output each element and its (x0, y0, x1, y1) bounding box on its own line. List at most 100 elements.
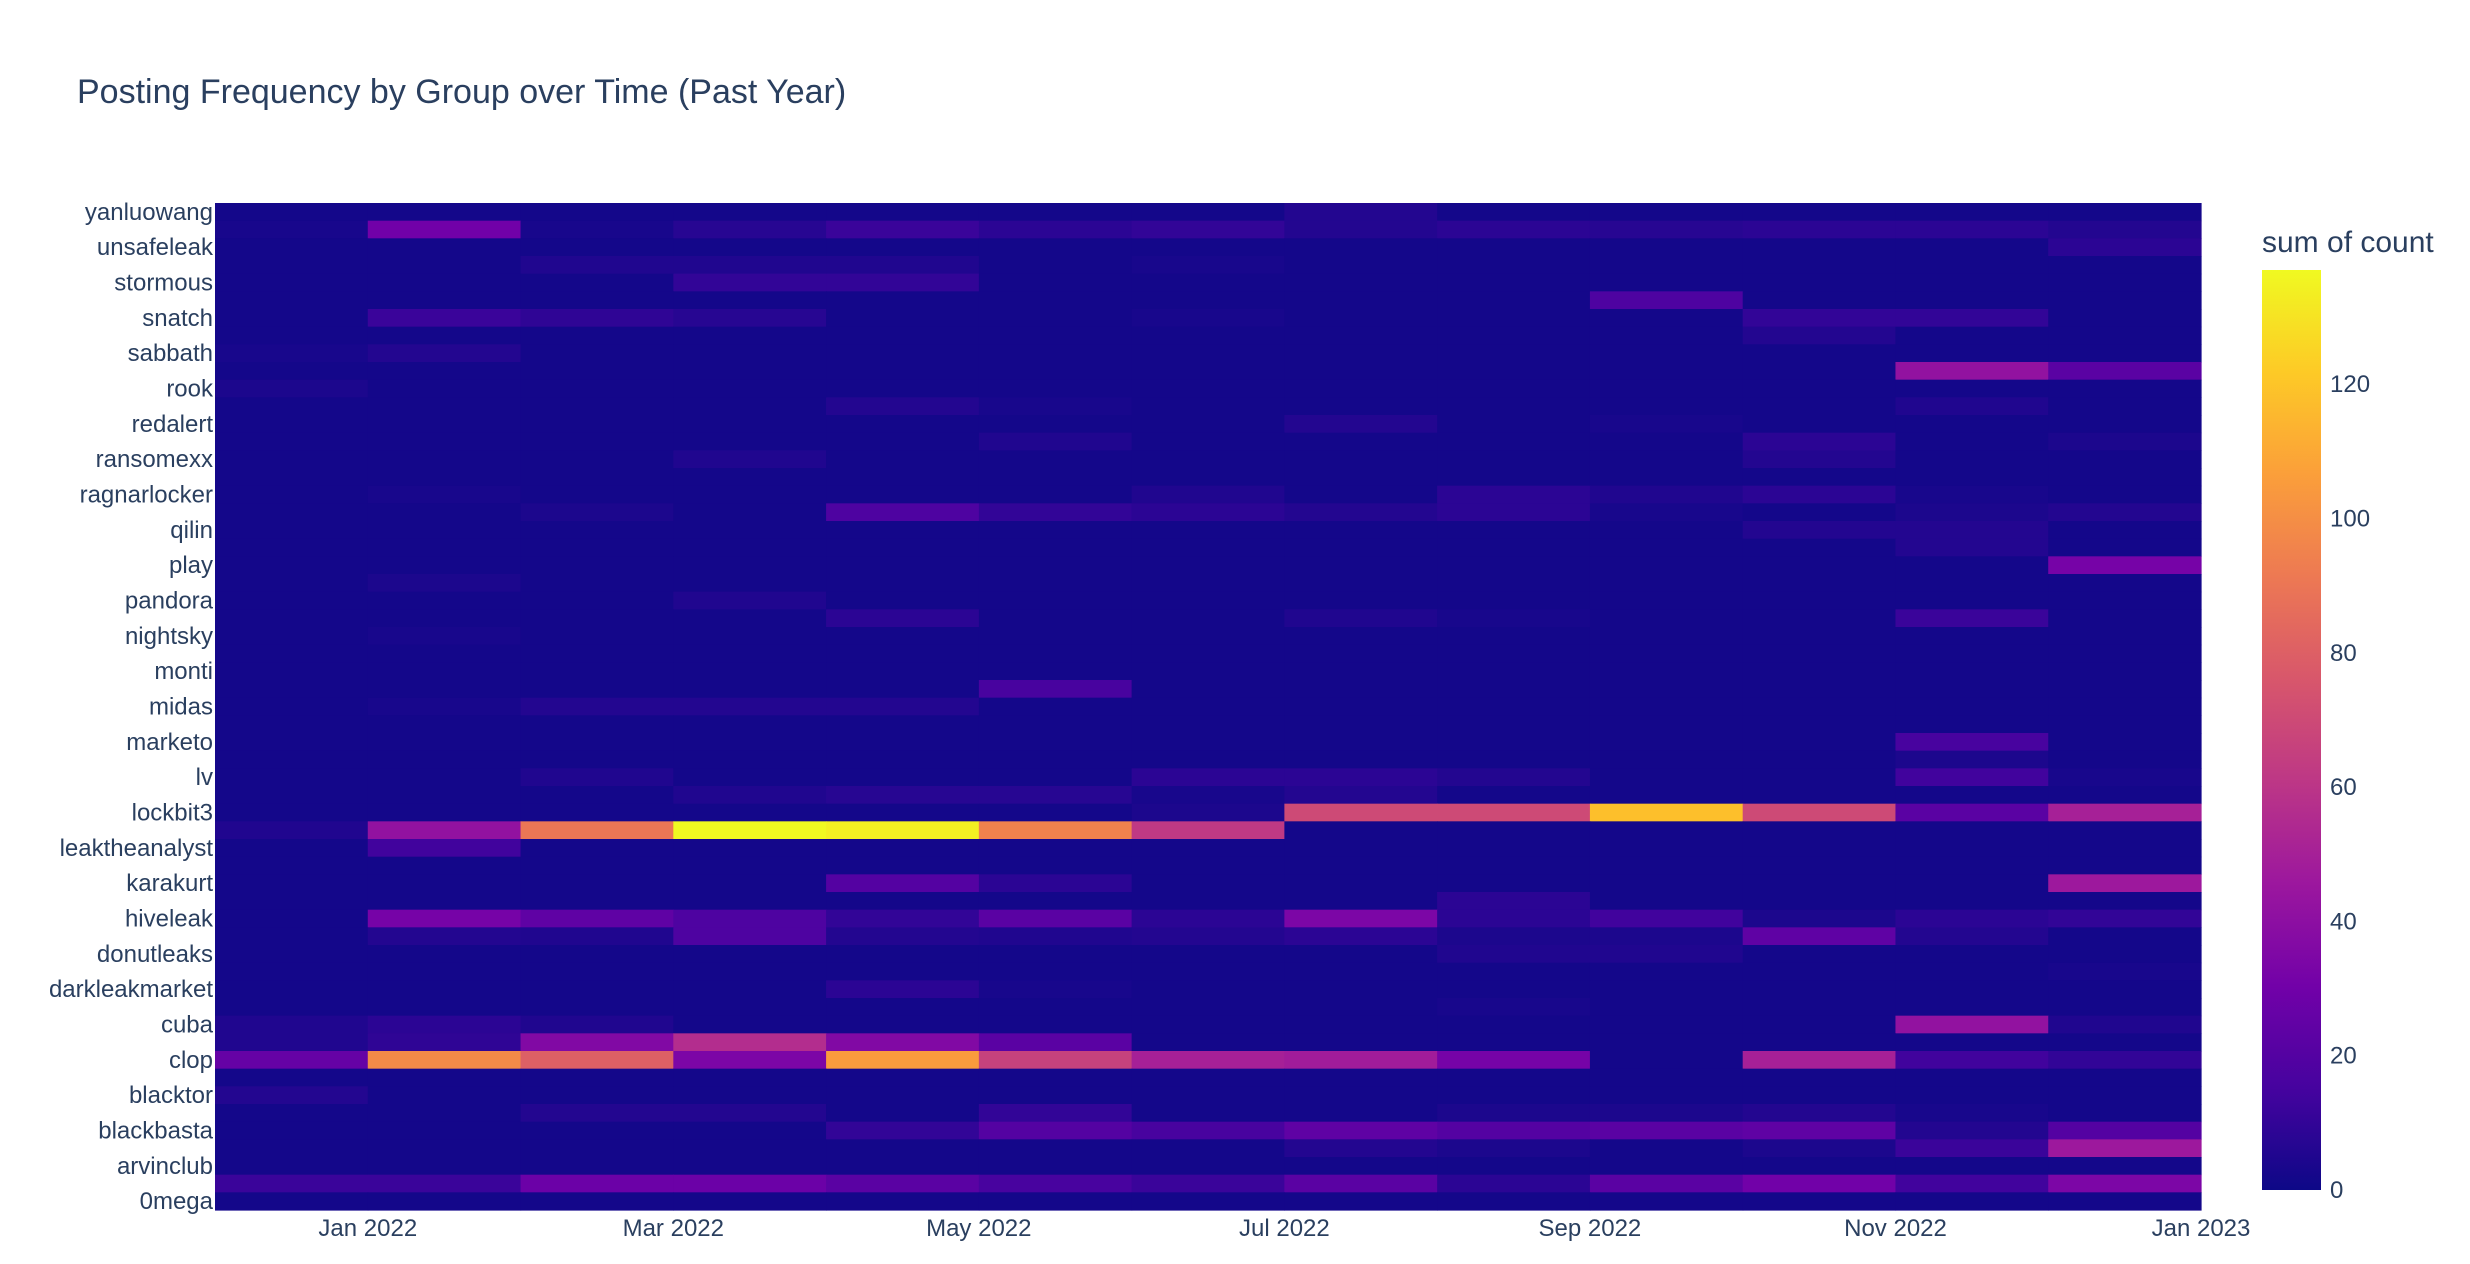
heatmap-cell (673, 768, 827, 787)
heatmap-cell (2048, 980, 2202, 999)
heatmap-cell (2048, 574, 2202, 593)
heatmap-cell (2048, 821, 2202, 840)
heatmap-cell (1742, 1139, 1897, 1158)
heatmap-cell (1284, 697, 1438, 716)
heatmap-cell (1437, 574, 1591, 593)
y-tick-label: ragnarlocker (80, 482, 213, 509)
heatmap-cell (978, 538, 1133, 557)
heatmap-cell (978, 521, 1133, 540)
heatmap-cell (1589, 1033, 1744, 1052)
heatmap-cell (826, 415, 980, 434)
heatmap-cell (520, 450, 674, 469)
heatmap-cell (215, 503, 369, 522)
heatmap-cell (215, 1104, 369, 1123)
heatmap-cell (826, 786, 980, 805)
heatmap-cell (1131, 909, 1285, 928)
heatmap-cell (367, 291, 522, 310)
heatmap-cell (2048, 609, 2202, 628)
heatmap-cell (1589, 1051, 1744, 1070)
heatmap-cell (1895, 662, 2049, 681)
heatmap-cell (673, 1174, 827, 1193)
heatmap-cell (1437, 309, 1591, 328)
heatmap-cell (1284, 786, 1438, 805)
heatmap-cell (978, 1015, 1133, 1034)
heatmap-cell (520, 1104, 674, 1123)
heatmap-cell (673, 680, 827, 699)
heatmap-cell (1437, 927, 1591, 946)
heatmap-cell (520, 680, 674, 699)
heatmap-cell (2048, 750, 2202, 769)
heatmap-cell (1131, 839, 1285, 858)
heatmap-cell (1437, 803, 1591, 822)
heatmap-cell (1589, 309, 1744, 328)
heatmap-cell (978, 1121, 1133, 1140)
heatmap-cell (1131, 309, 1285, 328)
heatmap-cell (215, 998, 369, 1017)
heatmap-cell (1437, 344, 1591, 363)
y-tick-label: darkleakmarket (49, 976, 213, 1003)
heatmap-cell (367, 432, 522, 451)
heatmap-cell (2048, 503, 2202, 522)
heatmap-cell (978, 1086, 1133, 1105)
heatmap-cell (1131, 1068, 1285, 1087)
heatmap-cell (1284, 962, 1438, 981)
heatmap-cell (1437, 786, 1591, 805)
heatmap-cell (1742, 256, 1897, 275)
heatmap-cell (2048, 644, 2202, 663)
y-tick-label: karakurt (126, 870, 213, 897)
y-tick-label: qilin (170, 517, 213, 544)
heatmap-cell (520, 1086, 674, 1105)
heatmap-cell (673, 1104, 827, 1123)
heatmap-cell (1589, 220, 1744, 239)
heatmap-cell (1589, 415, 1744, 434)
heatmap-cell (1131, 662, 1285, 681)
heatmap-cell (1589, 432, 1744, 451)
heatmap-cell (1895, 715, 2049, 734)
heatmap-cell (367, 379, 522, 398)
heatmap-cell (978, 220, 1133, 239)
heatmap-cell (1437, 1068, 1591, 1087)
y-tick-label: marketo (126, 729, 213, 756)
heatmap-cell (215, 556, 369, 575)
heatmap-cell (826, 432, 980, 451)
heatmap-cell (1895, 1033, 2049, 1052)
heatmap-cell (978, 485, 1133, 504)
heatmap-cell (367, 892, 522, 911)
y-tick-label: leaktheanalyst (60, 835, 214, 862)
heatmap-cell (215, 680, 369, 699)
heatmap-cell (1589, 1015, 1744, 1034)
heatmap-cell (1742, 1051, 1897, 1070)
colorbar-tick-label: 40 (2330, 908, 2357, 935)
heatmap-cell (215, 1015, 369, 1034)
heatmap-cell (1284, 273, 1438, 292)
heatmap-cell (215, 485, 369, 504)
heatmap-cell (1437, 503, 1591, 522)
heatmap-cell (826, 273, 980, 292)
heatmap-cell (826, 715, 980, 734)
heatmap-cell (2048, 627, 2202, 646)
heatmap-cell (826, 874, 980, 893)
heatmap-cell (2048, 1157, 2202, 1176)
heatmap-cell (1284, 450, 1438, 469)
heatmap-cell (1895, 609, 2049, 628)
heatmap-cell (2048, 591, 2202, 610)
heatmap-cell (1284, 203, 1438, 222)
heatmap-cell (2048, 927, 2202, 946)
heatmap-cell (978, 1192, 1133, 1211)
heatmap-cell (1437, 962, 1591, 981)
heatmap-cell (1895, 644, 2049, 663)
heatmap-cell (978, 1104, 1133, 1123)
heatmap-cell (1131, 485, 1285, 504)
heatmap-cell (367, 1174, 522, 1193)
heatmap-cell (1284, 379, 1438, 398)
heatmap-cell (1895, 379, 2049, 398)
heatmap-cell (1742, 574, 1897, 593)
heatmap-cell (1589, 750, 1744, 769)
heatmap-cell (1284, 1157, 1438, 1176)
heatmap-cell (1131, 291, 1285, 310)
heatmap-cell (1742, 680, 1897, 699)
heatmap-cell (1895, 591, 2049, 610)
heatmap-cell (215, 839, 369, 858)
heatmap-cell (978, 1033, 1133, 1052)
heatmap-cell (673, 397, 827, 416)
